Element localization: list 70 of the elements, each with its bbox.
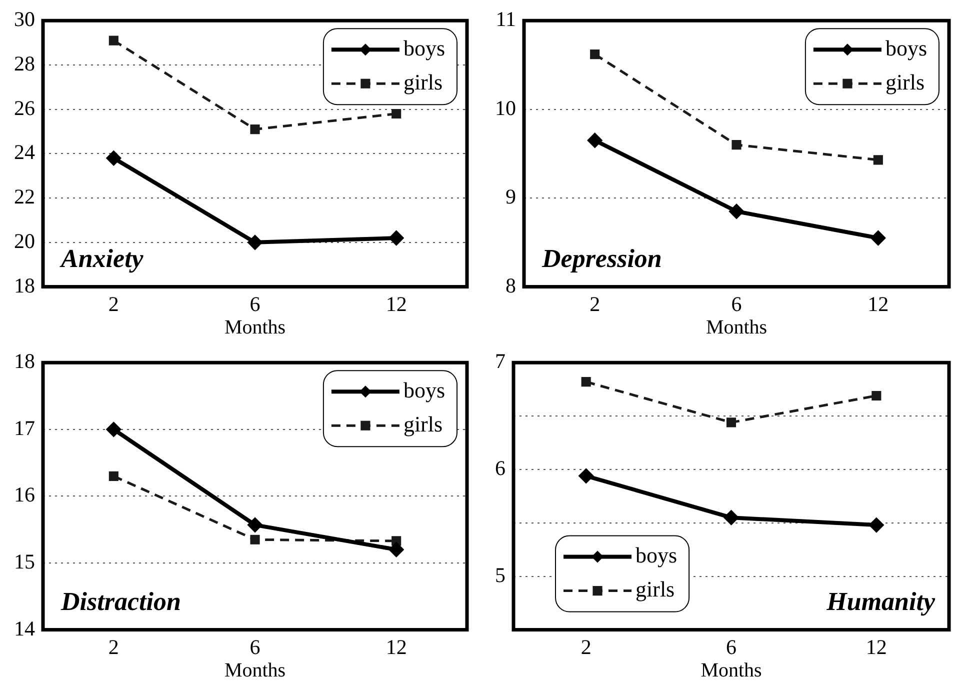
- point: [250, 534, 260, 544]
- point: [389, 542, 404, 557]
- legend-label: boys: [403, 377, 445, 402]
- legend-label: girls: [403, 69, 443, 94]
- legend-label: girls: [636, 576, 675, 602]
- legend-label: boys: [636, 542, 678, 568]
- point: [869, 518, 884, 532]
- y-tick-label: 30: [14, 7, 35, 32]
- x-tick-label: 12: [866, 634, 887, 659]
- point: [106, 151, 121, 166]
- point: [590, 50, 600, 60]
- legend-label: boys: [885, 35, 927, 60]
- x-tick-label: 12: [868, 292, 889, 316]
- annotation: Distraction: [60, 586, 181, 616]
- y-tick-label: 17: [14, 416, 35, 440]
- point: [726, 418, 736, 428]
- y-tick-label: 28: [14, 51, 35, 76]
- x-tick-label: 2: [580, 634, 592, 659]
- x-tick-label: 12: [386, 292, 407, 316]
- point: [588, 133, 602, 148]
- x-tick-label: 2: [108, 292, 119, 316]
- point: [106, 422, 121, 436]
- y-tick-label: 18: [14, 349, 35, 374]
- point: [250, 124, 260, 134]
- y-tick-label: 7: [495, 349, 506, 374]
- point: [724, 510, 738, 525]
- point: [872, 390, 882, 401]
- x-tick-label: 6: [250, 292, 260, 316]
- y-tick-label: 5: [495, 562, 506, 587]
- y-tick-label: 14: [14, 616, 36, 640]
- y-tick-label: 20: [14, 228, 35, 253]
- x-tick-label: 2: [108, 634, 119, 659]
- x-tick-label: 12: [386, 634, 407, 659]
- x-axis-title: Months: [224, 659, 286, 682]
- y-tick-label: 10: [495, 96, 516, 120]
- point: [108, 36, 118, 46]
- y-tick-label: 24: [14, 140, 36, 164]
- point: [732, 140, 742, 150]
- y-tick-label: 11: [496, 7, 516, 32]
- x-axis-title: Months: [224, 316, 286, 338]
- y-tick-label: 26: [14, 96, 35, 120]
- annotation: Anxiety: [59, 244, 144, 273]
- point: [730, 204, 744, 218]
- legend-label: girls: [403, 411, 443, 436]
- annotation: Humanity: [826, 586, 936, 616]
- annotation: Depression: [541, 244, 662, 273]
- x-tick-label: 6: [250, 634, 260, 659]
- y-tick-label: 15: [14, 550, 35, 574]
- point: [108, 471, 118, 481]
- y-tick-label: 16: [14, 482, 35, 507]
- legend-label: boys: [403, 35, 445, 60]
- x-tick-label: 6: [731, 292, 742, 316]
- x-tick-label: 2: [590, 292, 600, 316]
- point: [248, 235, 262, 250]
- point: [392, 108, 402, 119]
- point: [248, 518, 262, 532]
- y-tick-label: 22: [14, 184, 35, 209]
- x-tick-label: 6: [726, 634, 736, 659]
- point: [389, 230, 404, 245]
- y-tick-label: 9: [506, 184, 516, 209]
- y-tick-label: 6: [495, 456, 506, 480]
- point: [581, 377, 591, 387]
- x-axis-title: Months: [700, 659, 762, 682]
- point: [871, 230, 886, 245]
- point: [873, 155, 883, 165]
- point: [579, 468, 594, 483]
- y-tick-label: 8: [506, 273, 516, 298]
- y-tick-label: 18: [14, 273, 35, 298]
- x-axis-title: Months: [706, 316, 768, 338]
- legend-label: girls: [885, 69, 925, 94]
